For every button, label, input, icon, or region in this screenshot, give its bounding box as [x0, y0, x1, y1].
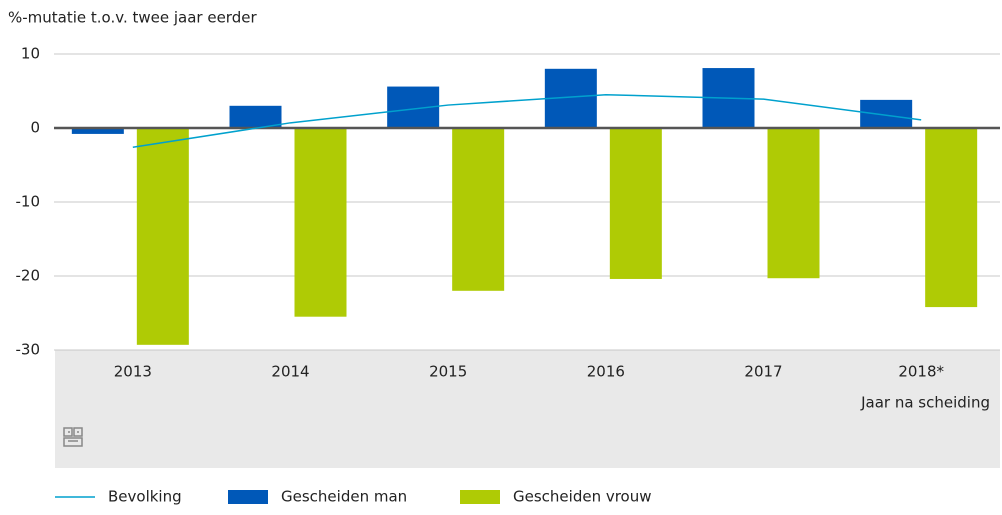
y-tick-label: 10: [21, 45, 40, 63]
bar: [767, 128, 820, 279]
bar: [71, 128, 124, 134]
legend-swatch: [228, 490, 268, 504]
y-tick-label: -10: [16, 193, 41, 211]
y-tick-label: -30: [16, 341, 41, 359]
x-tick-label: 2018*: [898, 363, 944, 381]
legend-label: Gescheiden man: [281, 488, 407, 506]
bar: [229, 105, 282, 128]
x-tick-label: 2014: [271, 363, 309, 381]
bar: [136, 128, 189, 345]
y-tick-label: 0: [30, 119, 40, 137]
x-tick-label: 2016: [587, 363, 625, 381]
y-tick-label: -20: [16, 267, 41, 285]
bar: [609, 128, 662, 279]
bar: [294, 128, 347, 317]
x-axis-label: Jaar na scheiding: [860, 394, 990, 412]
x-tick-label: 2015: [429, 363, 467, 381]
legend-swatch: [460, 490, 500, 504]
x-axis-panel: [55, 350, 1000, 468]
x-tick-label: 2017: [744, 363, 782, 381]
x-tick-label: 2013: [114, 363, 152, 381]
line: [132, 93, 922, 148]
bar: [860, 99, 913, 128]
bar: [925, 128, 978, 308]
legend-label: Gescheiden vrouw: [513, 488, 652, 506]
logo: [63, 427, 83, 447]
chart-title: %-mutatie t.o.v. twee jaar eerder: [8, 9, 257, 27]
bar: [452, 128, 505, 291]
legend-label: Bevolking: [108, 488, 182, 506]
